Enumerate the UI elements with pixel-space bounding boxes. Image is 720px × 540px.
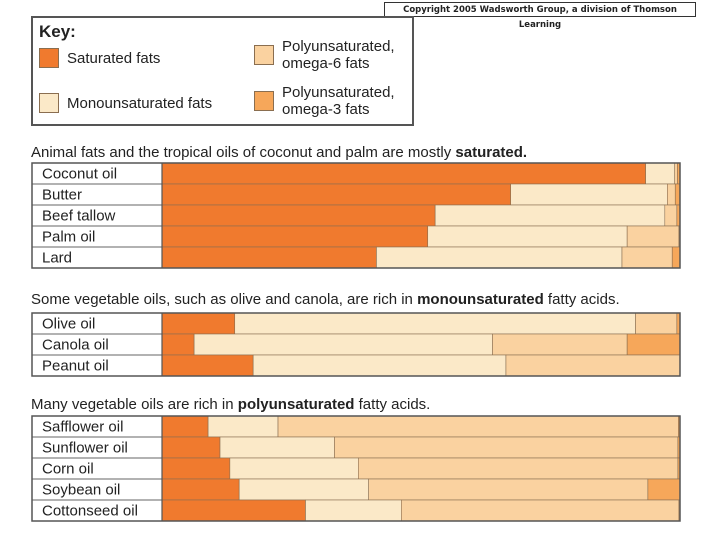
- row-label: Palm oil: [42, 229, 95, 246]
- row-label: Peanut oil: [42, 358, 109, 375]
- bar-segment-monounsaturated: [305, 499, 402, 522]
- table-group-1: Coconut oil Butter Beef tallow Palm oil Lard: [31, 162, 681, 269]
- row-label: Corn oil: [42, 461, 94, 478]
- row-label: Beef tallow: [42, 208, 116, 225]
- bar-segment-saturated: [161, 499, 306, 522]
- row-label: Coconut oil: [42, 166, 117, 183]
- bar-segment-saturated: [161, 162, 646, 185]
- bar-segment-saturated: [161, 204, 436, 227]
- bar-segment-omega6: [667, 183, 676, 206]
- bar-segment-monounsaturated: [427, 225, 628, 248]
- section-title-polyunsaturated: Many vegetable oils are rich in polyunsa…: [31, 396, 430, 413]
- bar-segment-monounsaturated: [219, 436, 335, 459]
- row-label: Olive oil: [42, 316, 95, 333]
- copyright-notice: Copyright 2005 Wadsworth Group, a divisi…: [384, 2, 696, 30]
- bar-segment-omega6: [368, 478, 649, 501]
- bar-segment-omega6: [492, 333, 628, 356]
- bar-segment-saturated: [161, 478, 240, 501]
- bar-segment-monounsaturated: [238, 478, 369, 501]
- legend-title: Key:: [39, 22, 76, 41]
- bar-segment-saturated: [161, 354, 254, 377]
- bar-segment-saturated: [161, 246, 377, 269]
- legend-label-monounsaturated: Monounsaturated fats: [67, 94, 213, 112]
- bar-segment-monounsaturated: [234, 312, 636, 335]
- bar-segment-omega6: [277, 415, 679, 438]
- legend-item-omega3: Polyunsaturated, omega-3 fats: [254, 84, 404, 118]
- section-text: Some vegetable oils, such as olive and c…: [31, 291, 418, 308]
- legend-swatch-monounsaturated: [39, 93, 59, 113]
- table-group-3: Safflower oil Sunflower oil Corn oil Soybea…: [31, 415, 681, 522]
- row-label: Soybean oil: [42, 482, 120, 499]
- bar-segment-monounsaturated: [193, 333, 493, 356]
- bar-segment-omega6: [635, 312, 678, 335]
- bar-segment-omega3: [626, 333, 681, 356]
- bar-segment-monounsaturated: [376, 246, 623, 269]
- section-text: Animal fats and the tropical oils of coc…: [31, 144, 456, 161]
- section-text-after: fatty acids.: [543, 291, 620, 308]
- legend-swatch-omega6: [254, 45, 274, 65]
- bar-segment-omega3: [647, 478, 681, 501]
- bar-segment-monounsaturated: [645, 162, 676, 185]
- bar-segment-omega6: [626, 225, 680, 248]
- bar-segment-omega6: [621, 246, 673, 269]
- row-label: Safflower oil: [42, 419, 123, 436]
- bar-segment-saturated: [161, 436, 221, 459]
- section-title-monounsaturated: Some vegetable oils, such as olive and c…: [31, 291, 620, 308]
- bar-segment-omega6: [401, 499, 680, 522]
- legend-item-monounsaturated: Monounsaturated fats: [39, 93, 212, 113]
- row-label: Canola oil: [42, 337, 109, 354]
- legend-label-omega6: Polyunsaturated, omega-6 fats: [282, 38, 395, 72]
- row-label: Cottonseed oil: [42, 503, 138, 520]
- bar-segment-omega6: [674, 162, 678, 185]
- bar-segment-monounsaturated: [510, 183, 668, 206]
- section-bold: monounsaturated: [417, 291, 544, 308]
- legend-swatch-omega3: [254, 91, 274, 111]
- legend-label-saturated: Saturated fats: [67, 49, 161, 67]
- bar-segment-monounsaturated: [207, 415, 279, 438]
- bar-segment-omega3: [671, 246, 681, 269]
- bar-segment-monounsaturated: [252, 354, 507, 377]
- bar-segment-saturated: [161, 333, 195, 356]
- bar-segment-omega6: [358, 457, 679, 480]
- bar-segment-omega6: [664, 204, 678, 227]
- legend-item-saturated: Saturated fats: [39, 48, 160, 68]
- row-label: Butter: [42, 187, 82, 204]
- bar-segment-omega6: [334, 436, 679, 459]
- section-title-saturated: Animal fats and the tropical oils of coc…: [31, 144, 527, 161]
- section-text-after: fatty acids.: [354, 396, 431, 413]
- bar-segment-omega6: [505, 354, 681, 377]
- bar-segment-saturated: [161, 183, 511, 206]
- bar-segment-saturated: [161, 415, 209, 438]
- table-border: [31, 312, 681, 377]
- row-label: Sunflower oil: [42, 440, 128, 457]
- bar-segment-saturated: [161, 312, 236, 335]
- bar-segment-saturated: [161, 457, 231, 480]
- row-label: Lard: [42, 250, 72, 267]
- section-bold: polyunsaturated: [237, 396, 355, 413]
- table-border: [31, 415, 681, 522]
- bar-segment-saturated: [161, 225, 429, 248]
- legend-label-omega3: Polyunsaturated, omega-3 fats: [282, 84, 395, 118]
- legend-item-omega6: Polyunsaturated, omega-6 fats: [254, 38, 404, 72]
- legend-key: Key: Saturated fats Polyunsaturated, ome…: [31, 16, 414, 126]
- section-text: Many vegetable oils are rich in: [31, 396, 238, 413]
- section-bold: saturated.: [455, 144, 528, 161]
- legend-swatch-saturated: [39, 48, 59, 68]
- table-group-2: Olive oil Canola oil Peanut oil: [31, 312, 681, 377]
- bar-segment-monounsaturated: [434, 204, 666, 227]
- bar-segment-monounsaturated: [229, 457, 359, 480]
- table-border: [31, 162, 681, 269]
